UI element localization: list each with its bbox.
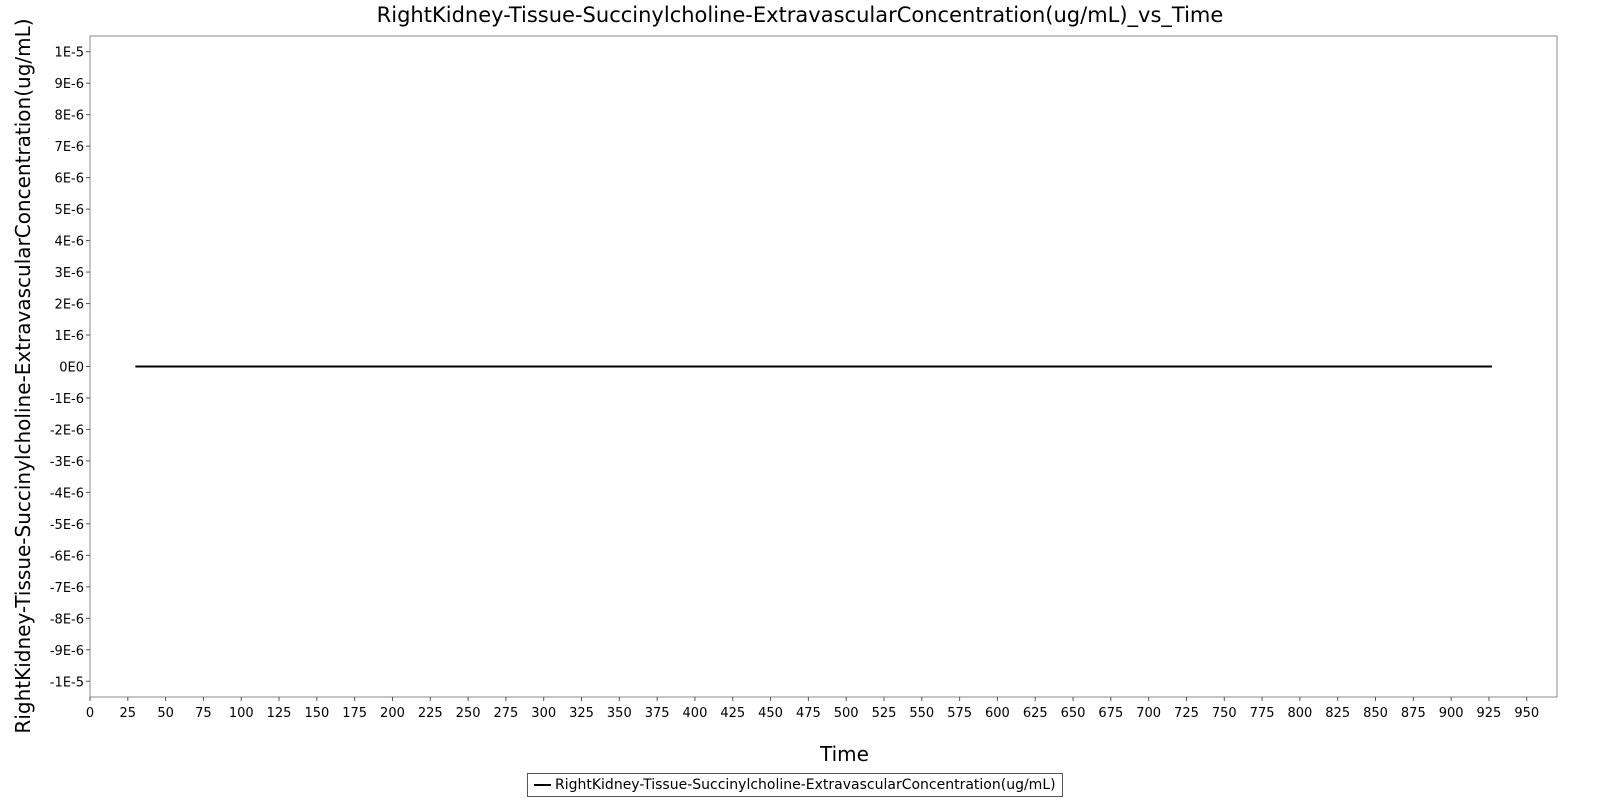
y-tick-label: -1E-6 [50,392,84,407]
legend-label: RightKidney-Tissue-Succinylcholine-Extra… [555,777,1056,793]
y-tick-label: 1E-5 [55,46,84,61]
x-tick-label: 850 [1363,706,1388,721]
y-tick-label: -6E-6 [50,549,84,564]
x-tick-label: 625 [1023,706,1048,721]
x-tick-label: 925 [1477,706,1502,721]
x-tick-label: 150 [304,706,329,721]
x-tick-label: 500 [834,706,859,721]
x-tick-label: 775 [1250,706,1275,721]
x-tick-label: 875 [1401,706,1426,721]
x-tick-label: 100 [229,706,254,721]
y-tick-label: 8E-6 [55,109,84,124]
y-tick-label: -8E-6 [50,612,84,627]
x-tick-label: 300 [531,706,556,721]
x-tick-label: 725 [1174,706,1199,721]
y-axis-ticks: 1E-5 9E-6 8E-6 7E-6 6E-6 5E-6 4E-6 3E-6 2E-6 1E-6… [50,46,90,690]
y-tick-label: -5E-6 [50,518,84,533]
x-tick-label: 125 [267,706,292,721]
x-tick-label: 475 [796,706,821,721]
x-tick-label: 550 [909,706,934,721]
y-tick-label: 5E-6 [55,203,84,218]
x-tick-label: 575 [947,706,972,721]
y-tick-label: 9E-6 [55,77,84,92]
x-axis-ticks: 0 25 50 75 100 125 150 175 200 225 250 275 300 325 350… [86,697,1539,721]
x-tick-label: 0 [86,706,94,721]
y-tick-label: -2E-6 [50,423,84,438]
x-tick-label: 950 [1514,706,1539,721]
y-tick-label: 4E-6 [55,235,84,250]
x-tick-label: 175 [342,706,367,721]
x-tick-label: 250 [456,706,481,721]
chart-title: RightKidney-Tissue-Succinylcholine-Extra… [376,3,1224,27]
x-tick-label: 900 [1439,706,1464,721]
legend-swatch [534,784,551,786]
x-tick-label: 600 [985,706,1010,721]
x-axis-label: Time [820,742,869,766]
legend: RightKidney-Tissue-Succinylcholine-Extra… [527,773,1063,797]
y-tick-label: -4E-6 [50,486,84,501]
x-tick-label: 450 [758,706,783,721]
x-tick-label: 525 [872,706,897,721]
x-tick-label: 225 [418,706,443,721]
x-tick-label: 675 [1098,706,1123,721]
x-tick-label: 825 [1325,706,1350,721]
x-tick-label: 750 [1212,706,1237,721]
x-tick-label: 700 [1136,706,1161,721]
y-tick-label: -3E-6 [50,455,84,470]
y-tick-label: -9E-6 [50,644,84,659]
y-tick-label: -7E-6 [50,581,84,596]
y-tick-label: 7E-6 [55,140,84,155]
y-tick-label: -1E-5 [50,675,84,690]
x-tick-label: 425 [720,706,745,721]
x-tick-label: 800 [1287,706,1312,721]
y-tick-label: 0E0 [59,361,84,376]
x-tick-label: 350 [607,706,632,721]
x-tick-label: 50 [157,706,174,721]
y-tick-label: 6E-6 [55,172,84,187]
x-tick-label: 75 [195,706,212,721]
y-tick-label: 1E-6 [55,329,84,344]
x-tick-label: 375 [645,706,670,721]
x-tick-label: 25 [120,706,137,721]
x-tick-label: 325 [569,706,594,721]
y-tick-label: 3E-6 [55,266,84,281]
y-tick-label: 2E-6 [55,298,84,313]
x-tick-label: 650 [1061,706,1086,721]
x-tick-label: 275 [493,706,518,721]
x-tick-label: 400 [683,706,708,721]
x-tick-label: 200 [380,706,405,721]
